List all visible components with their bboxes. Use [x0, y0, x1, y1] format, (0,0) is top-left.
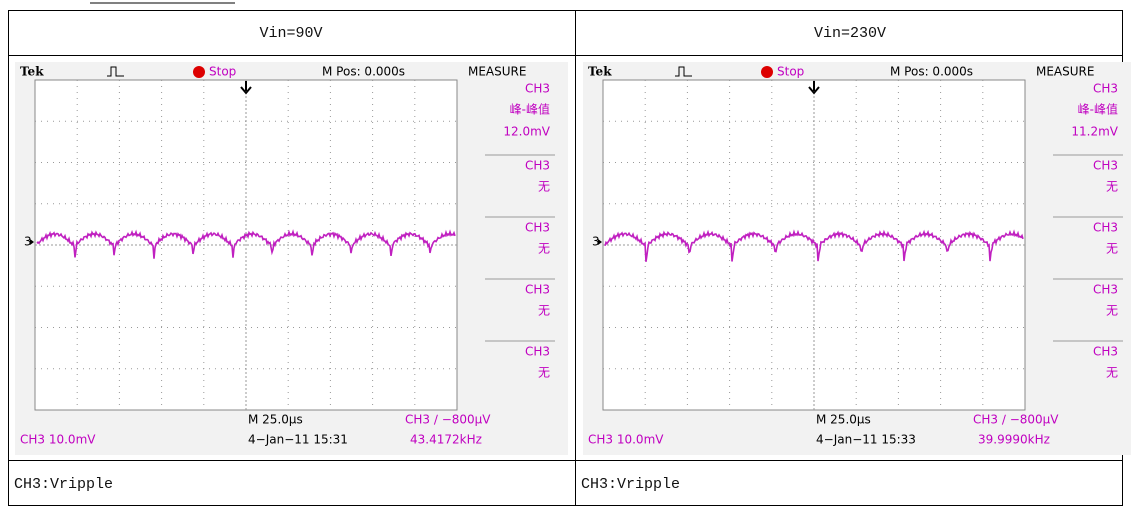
brand: Tek [20, 65, 44, 79]
measurement-channel: CH3 [525, 159, 550, 173]
timebase: M 25.0μs [248, 413, 303, 427]
frequency: 39.9990kHz [978, 433, 1050, 447]
date-time: 4−Jan−11 15:31 [248, 433, 348, 447]
measurement-channel: CH3 [1093, 283, 1118, 297]
horizontal-position: M Pos: 0.000s [322, 65, 405, 79]
brand: Tek [588, 65, 612, 79]
oscilloscope-screen: Tek Stop M Pos: 0.000s MEASURE CH3 峰-峰值 11.2mV… [583, 62, 1131, 455]
measurement-channel: CH3 [1093, 82, 1118, 96]
measurement-type: 无 [538, 304, 550, 318]
vertical-scale: CH3 10.0mV [588, 433, 664, 447]
stop-indicator [761, 66, 773, 78]
stop-indicator [193, 66, 205, 78]
measurement-type: 无 [538, 242, 550, 256]
run-status: Stop [777, 65, 804, 79]
measurement-type: 无 [538, 180, 550, 194]
measurement-value: 12.0mV [503, 125, 550, 139]
header-cell: Vin=230V [814, 25, 886, 42]
measurement-value: 11.2mV [1071, 125, 1118, 139]
menu-title: MEASURE [1036, 65, 1094, 79]
trigger-level: CH3 ∕ −800μV [405, 413, 491, 427]
measurement-channel: CH3 [525, 221, 550, 235]
caption-cell: CH3:Vripple [581, 476, 680, 493]
measurement-type: 峰-峰值 [510, 102, 550, 117]
measurement-type: 峰-峰值 [1078, 102, 1118, 117]
vertical-scale: CH3 10.0mV [20, 433, 96, 447]
oscilloscope-screen: Tek Stop M Pos: 0.000s MEASURE CH3 峰-峰值 12.0mV… [15, 62, 568, 455]
page: Vin=90V Vin=230V CH3:Vripple CH3:Vripple… [0, 0, 1131, 506]
timebase: M 25.0μs [816, 413, 871, 427]
run-status: Stop [209, 65, 236, 79]
date-time: 4−Jan−11 15:33 [816, 433, 916, 447]
measurement-channel: CH3 [1093, 345, 1118, 359]
measurement-type: 无 [1106, 304, 1118, 318]
caption-cell: CH3:Vripple [14, 476, 113, 493]
menu-title: MEASURE [468, 65, 526, 79]
measurement-channel: CH3 [1093, 159, 1118, 173]
measurement-type: 无 [538, 366, 550, 380]
frequency: 43.4172kHz [410, 433, 482, 447]
horizontal-position: M Pos: 0.000s [890, 65, 973, 79]
header-cell: Vin=90V [259, 25, 322, 42]
measurement-type: 无 [1106, 180, 1118, 194]
measurement-channel: CH3 [1093, 221, 1118, 235]
trigger-level: CH3 ∕ −800μV [973, 413, 1059, 427]
measurement-type: 无 [1106, 242, 1118, 256]
measurement-channel: CH3 [525, 345, 550, 359]
measurement-channel: CH3 [525, 82, 550, 96]
measurement-type: 无 [1106, 366, 1118, 380]
measurement-channel: CH3 [525, 283, 550, 297]
